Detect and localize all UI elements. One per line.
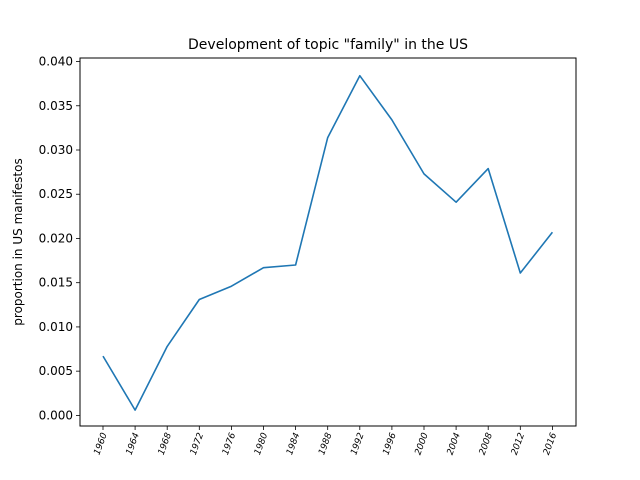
x-tick-label: 1984 — [285, 431, 302, 456]
y-tick-label: 0.005 — [39, 364, 73, 378]
y-tick-label: 0.040 — [39, 55, 73, 69]
y-tick-label: 0.015 — [39, 276, 73, 290]
series-line — [102, 74, 554, 411]
x-tick-label: 1976 — [221, 431, 238, 456]
x-tick-label: 1964 — [125, 431, 142, 456]
chart-title: Development of topic "family" in the US — [188, 37, 468, 53]
y-tick-label: 0.030 — [39, 143, 73, 157]
series-layer — [102, 74, 554, 411]
y-axis-label: proportion in US manifestos — [11, 158, 25, 325]
x-tick-label: 2008 — [478, 431, 495, 456]
x-tick-label: 1968 — [157, 431, 174, 456]
y-tick-label: 0.035 — [39, 99, 73, 113]
x-tick-label: 1988 — [317, 431, 334, 456]
x-tick-label: 1980 — [253, 431, 270, 456]
plot-frame — [79, 57, 577, 427]
y-tick-label: 0.000 — [39, 408, 73, 422]
x-axis-ticks: 1960 1964 1968 1972 1976 1980 1984 1988 1992 1996… — [93, 426, 559, 457]
x-tick-label: 1960 — [93, 431, 110, 456]
x-tick-label: 1996 — [381, 431, 398, 456]
x-tick-label: 2004 — [446, 431, 463, 456]
x-tick-label: 2016 — [542, 431, 559, 456]
x-tick-label: 1992 — [349, 431, 366, 456]
x-tick-label: 2000 — [414, 431, 431, 456]
y-tick-label: 0.025 — [39, 187, 73, 201]
y-tick-label: 0.010 — [39, 320, 73, 334]
y-tick-label: 0.020 — [39, 231, 73, 245]
x-tick-label: 2012 — [510, 431, 527, 456]
x-tick-label: 1972 — [189, 431, 206, 456]
y-axis-ticks: 0.000 0.005 0.010 0.015 0.020 0.025 0.030 0.035… — [39, 55, 80, 422]
